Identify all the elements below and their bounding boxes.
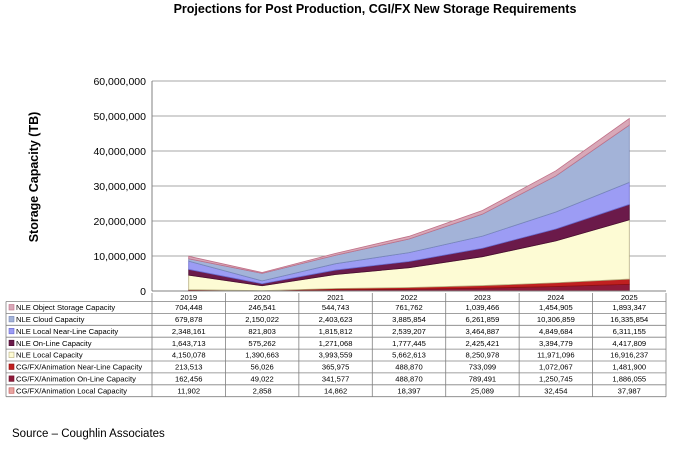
data-label: 18,397 (397, 386, 420, 395)
data-label: 733,099 (469, 363, 496, 372)
x-tick-label: 2022 (401, 293, 418, 302)
data-label: 488,870 (395, 375, 422, 384)
data-label: 246,541 (248, 303, 275, 312)
legend-swatch (8, 351, 15, 358)
data-label: 162,456 (175, 375, 202, 384)
data-label: 4,150,078 (172, 351, 206, 360)
data-label: 4,417,809 (612, 339, 646, 348)
data-label: 32,454 (544, 386, 567, 395)
data-label: 1,072,067 (539, 363, 573, 372)
data-label: 10,306,859 (537, 315, 575, 324)
legend-label: NLE On-Line Capacity (16, 339, 92, 348)
data-label: 3,885,854 (392, 315, 426, 324)
data-label: 2,403,623 (319, 315, 353, 324)
data-label: 2,348,161 (172, 327, 206, 336)
y-tick-label: 30,000,000 (93, 181, 146, 193)
data-label: 365,975 (322, 363, 349, 372)
y-tick-label: 0 (140, 286, 146, 298)
data-label: 25,089 (471, 386, 494, 395)
y-tick-label: 50,000,000 (93, 111, 146, 123)
data-label: 488,870 (395, 363, 422, 372)
data-label: 3,993,559 (319, 351, 353, 360)
legend-swatch (8, 327, 15, 335)
legend-swatch (8, 375, 15, 382)
x-tick-label: 2020 (254, 293, 271, 302)
data-label: 5,662,613 (392, 351, 426, 360)
data-label: 789,491 (469, 375, 496, 384)
data-label: 11,971,096 (537, 351, 574, 360)
data-label: 544,743 (322, 303, 349, 312)
data-label: 1,481,900 (612, 363, 646, 372)
data-label: 2,858 (253, 386, 272, 395)
data-label: 4,849,684 (539, 327, 573, 336)
legend-swatch (8, 304, 15, 311)
data-label: 1,893,347 (612, 303, 646, 312)
legend-label: CG/FX/Animation On-Line Capacity (16, 375, 136, 384)
data-label: 6,261,859 (466, 315, 500, 324)
data-label: 213,513 (175, 363, 202, 372)
data-label: 6,311,155 (613, 327, 646, 336)
data-label: 2,150,022 (245, 315, 279, 324)
data-label: 14,862 (324, 386, 347, 395)
data-label: 761,762 (395, 303, 422, 312)
y-tick-label: 40,000,000 (93, 146, 146, 158)
data-label: 1,271,068 (319, 339, 353, 348)
data-label: 1,454,905 (539, 303, 573, 312)
data-label: 2,539,207 (392, 327, 426, 336)
legend-label: NLE Local Near-Line Capacity (16, 327, 118, 336)
area-nle-object-storage-capacity (188, 117, 630, 274)
data-label: 16,916,237 (610, 351, 648, 360)
data-label: 2,425,421 (466, 339, 500, 348)
legend-label: NLE Local Capacity (16, 351, 83, 360)
y-tick-label: 20,000,000 (93, 216, 146, 228)
legend-swatch (8, 316, 15, 323)
data-label: 8,250,978 (466, 351, 500, 360)
legend-swatch (8, 363, 15, 370)
data-label: 11,902 (177, 386, 200, 395)
data-label: 16,335,854 (610, 315, 648, 324)
data-label: 1,039,466 (466, 303, 500, 312)
data-label: 56,026 (251, 363, 274, 372)
data-label: 1,777,445 (392, 339, 426, 348)
data-label: 3,464,887 (466, 327, 500, 336)
data-label: 1,250,745 (539, 375, 573, 384)
y-axis-label: Storage Capacity (TB) (27, 112, 41, 243)
y-tick-label: 60,000,000 (93, 76, 146, 88)
data-label: 49,022 (251, 375, 274, 384)
chart-title: Projections for Post Production, CGI/FX … (174, 2, 577, 16)
legend-label: CG/FX/Animation Local Capacity (16, 386, 127, 395)
source-note: Source – Coughlin Associates (12, 428, 165, 440)
data-label: 1,886,055 (612, 375, 646, 384)
data-table: 2019 2020 2021 2022 2023 2024 2025 NLE Object S… (5, 293, 667, 398)
legend-label: NLE Cloud Capacity (16, 315, 85, 324)
x-tick-label: 2019 (180, 293, 197, 302)
legend-label: CG/FX/Animation Near-Line Capacity (16, 363, 142, 372)
y-tick-label: 10,000,000 (93, 251, 146, 263)
data-label: 679,878 (175, 315, 202, 324)
x-tick-label: 2025 (621, 293, 638, 302)
x-tick-label: 2024 (547, 293, 564, 302)
data-label: 704,448 (175, 303, 202, 312)
plot-area: 0 10,000,000 20,000,000 30,000,000 40,000,00… (93, 76, 666, 298)
data-label: 1,643,713 (172, 339, 206, 348)
x-tick-label: 2023 (474, 293, 491, 302)
legend-label: NLE Object Storage Capacity (16, 303, 115, 312)
data-label: 37,987 (618, 386, 641, 395)
x-tick-label: 2021 (327, 293, 344, 302)
data-label: 1,815,812 (319, 327, 353, 336)
data-label: 341,577 (322, 375, 349, 384)
legend-swatch (8, 339, 15, 347)
data-label: 821,803 (248, 327, 275, 336)
legend-swatch (8, 387, 15, 394)
data-label: 3,394,779 (539, 339, 573, 348)
data-label: 1,390,663 (245, 351, 279, 360)
data-label: 575,262 (248, 339, 275, 348)
